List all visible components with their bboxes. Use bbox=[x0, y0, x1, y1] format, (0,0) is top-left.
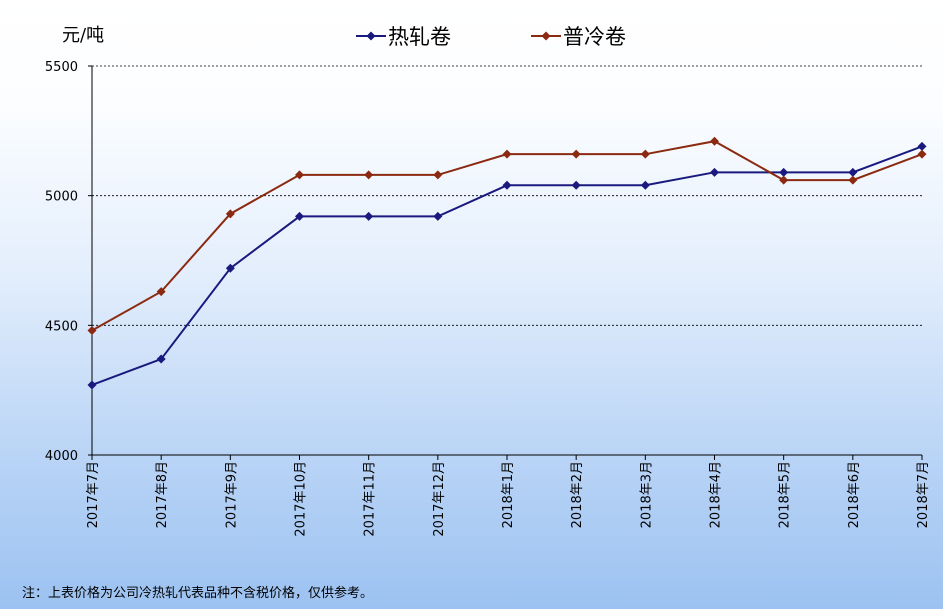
y-tick-label: 5500 bbox=[45, 60, 78, 75]
x-tick-label: 2017年7月 bbox=[86, 461, 101, 528]
series-point bbox=[156, 354, 166, 364]
series-point bbox=[848, 175, 858, 185]
series-point bbox=[225, 263, 235, 273]
x-tick-label: 2018年3月 bbox=[639, 461, 654, 528]
series-point bbox=[502, 180, 512, 190]
series-point bbox=[710, 136, 719, 146]
series-point bbox=[917, 149, 927, 159]
series-point bbox=[87, 380, 97, 390]
legend-label: 热轧卷 bbox=[388, 25, 451, 49]
series-point bbox=[779, 175, 789, 185]
x-tick-label: 2018年2月 bbox=[570, 461, 585, 528]
x-tick-label: 2017年10月 bbox=[294, 461, 309, 537]
series-point bbox=[225, 209, 235, 219]
series-point bbox=[848, 167, 858, 177]
series-layer bbox=[87, 136, 927, 390]
x-tick-label: 2018年5月 bbox=[778, 461, 793, 528]
y-unit-label: 元/吨 bbox=[62, 25, 105, 46]
legend-swatch-marker bbox=[541, 31, 551, 41]
legend-label: 普冷卷 bbox=[563, 25, 626, 49]
y-tick-label: 4000 bbox=[45, 449, 78, 464]
series-point bbox=[364, 170, 374, 180]
x-tick-label: 2017年12月 bbox=[432, 461, 447, 537]
x-tick-label: 2018年6月 bbox=[847, 461, 862, 528]
series-point bbox=[295, 170, 304, 180]
legend-swatch-marker bbox=[366, 31, 376, 41]
series-point bbox=[710, 167, 719, 177]
series-point bbox=[779, 167, 789, 177]
series-point bbox=[571, 180, 581, 190]
y-tick-label: 5000 bbox=[45, 190, 78, 205]
series-line-1 bbox=[91, 140, 923, 332]
series-point bbox=[87, 326, 97, 336]
x-tick-label: 2018年7月 bbox=[916, 461, 931, 528]
series-point bbox=[156, 287, 166, 297]
x-tick-label: 2018年1月 bbox=[501, 461, 516, 528]
legend: 热轧卷 普冷卷 bbox=[356, 25, 626, 49]
x-tick-label: 2017年9月 bbox=[224, 461, 239, 528]
series-point bbox=[433, 170, 443, 180]
x-tick-label: 2017年8月 bbox=[155, 461, 170, 528]
x-tick-label: 2018年4月 bbox=[709, 461, 724, 528]
series-point bbox=[571, 149, 581, 159]
series-point bbox=[640, 180, 650, 190]
series-point bbox=[640, 149, 650, 159]
series-point bbox=[295, 211, 304, 221]
series-point bbox=[433, 211, 443, 221]
x-tick-label: 2017年11月 bbox=[363, 461, 378, 537]
series-point bbox=[364, 211, 374, 221]
series-point bbox=[917, 141, 927, 151]
footnote: 注：上表价格为公司冷热轧代表品种不含税价格，仅供参考。 bbox=[22, 586, 374, 601]
series-point bbox=[502, 149, 512, 159]
y-tick-label: 4500 bbox=[45, 319, 78, 334]
axis-layer: 4000 4500 5000 5500 2017年7月 2017年8月 2017年9月 201… bbox=[45, 60, 931, 537]
